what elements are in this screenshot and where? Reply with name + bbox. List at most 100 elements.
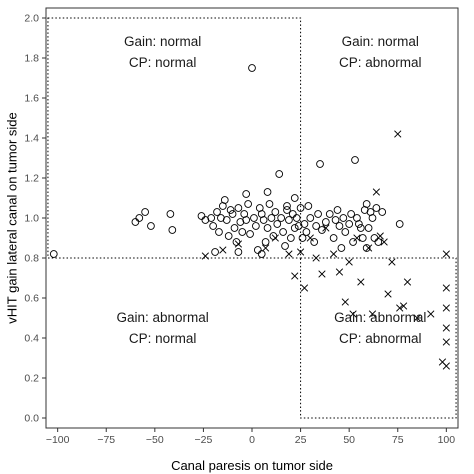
circle-point <box>226 206 235 214</box>
cross-point <box>442 338 450 346</box>
cross-point <box>261 244 270 252</box>
x-tick-label: 25 <box>295 434 307 446</box>
circle-point <box>135 214 144 222</box>
annotation-line: Gain: normal <box>342 34 419 49</box>
y-tick-label: 0.2 <box>24 373 39 385</box>
y-tick-label: 1.2 <box>24 173 39 185</box>
annotation-line: CP: normal <box>129 331 197 346</box>
circle-point <box>339 214 348 222</box>
circle-point <box>234 248 243 256</box>
circle-point <box>259 216 268 224</box>
cross-point <box>403 278 412 286</box>
cross-point <box>271 234 279 242</box>
quadrant-annotations: Gain: normal CP: normal Gain: normal CP: ab… <box>116 34 426 346</box>
circle-point <box>257 250 266 258</box>
y-tick-label: 1.6 <box>24 93 39 105</box>
circle-point <box>197 212 206 220</box>
circle-point <box>351 156 359 164</box>
circle-point <box>372 204 381 212</box>
cross-point <box>357 278 365 286</box>
cross-point <box>329 250 338 258</box>
cross-point <box>388 258 396 266</box>
circle-point <box>310 238 319 246</box>
circle-point <box>244 200 252 208</box>
x-tick-label: 100 <box>438 434 456 446</box>
circle-point <box>224 232 233 240</box>
cross-point <box>318 270 326 278</box>
cross-point <box>300 284 309 292</box>
cross-point <box>442 304 450 312</box>
y-tick-label: 0.8 <box>24 253 39 265</box>
cross-point <box>396 304 404 312</box>
plot-frame <box>45 7 459 429</box>
cross-point <box>394 130 402 138</box>
x-tick-label: −75 <box>97 434 115 446</box>
cross-point <box>413 314 421 322</box>
circle-point <box>242 190 251 198</box>
circle-point <box>395 220 404 228</box>
circle-point <box>131 218 140 226</box>
circle-point <box>304 202 313 210</box>
circle-point <box>335 222 344 230</box>
circle-point <box>147 222 155 230</box>
circle-point <box>49 250 58 258</box>
circle-point <box>288 210 297 218</box>
circle-point <box>265 200 274 208</box>
dotted-region <box>300 257 457 419</box>
annotation-line: CP: abnormal <box>339 331 422 346</box>
cross-point <box>376 232 384 240</box>
circle-point <box>285 216 293 224</box>
x-tick-label: 0 <box>249 434 255 446</box>
cross-point <box>364 244 373 252</box>
y-tick-label: 0.0 <box>24 413 39 425</box>
cross-point <box>380 238 388 246</box>
cross-point <box>442 362 450 370</box>
cross-point <box>234 240 243 248</box>
cross-point <box>291 272 299 280</box>
circle-point <box>246 230 254 238</box>
cross-point <box>384 290 392 298</box>
circle-point <box>356 224 365 232</box>
cross-point <box>345 258 353 266</box>
circle-point <box>337 244 346 252</box>
circle-point <box>281 242 289 250</box>
circle-point <box>215 228 223 236</box>
cross-point <box>372 188 381 196</box>
circle-point <box>378 208 387 216</box>
circle-point <box>253 246 262 254</box>
circle-point <box>362 200 371 208</box>
annotation-line: CP: normal <box>129 55 197 70</box>
x-axis: −100 −75 −50 −25 0 25 50 75 100 <box>46 428 455 446</box>
circle-point <box>250 214 258 222</box>
circle-point <box>321 218 330 226</box>
circle-point <box>347 210 355 218</box>
circle-point <box>331 216 340 224</box>
circle-point <box>166 210 175 218</box>
circle-point <box>302 228 311 236</box>
circle-point <box>228 210 237 218</box>
circle-point <box>287 234 295 242</box>
y-tick-label: 1.0 <box>24 213 39 225</box>
circle-point <box>273 220 282 228</box>
annotation-line: CP: abnormal <box>339 55 422 70</box>
x-axis-title: Canal paresis on tumor side <box>171 458 333 473</box>
circle-point <box>234 204 243 212</box>
x-tick-label: −50 <box>146 434 164 446</box>
circle-point <box>362 244 371 252</box>
x-tick-label: 50 <box>343 434 355 446</box>
circle-point <box>220 196 229 204</box>
circle-point <box>306 214 315 222</box>
circle-point <box>283 206 291 214</box>
cross-point <box>399 302 408 310</box>
circle-point <box>312 222 320 230</box>
circle-point <box>333 206 342 214</box>
cross-point <box>306 234 314 242</box>
y-tick-label: 0.6 <box>24 293 39 305</box>
circle-point <box>238 228 247 236</box>
cross-point <box>322 224 330 232</box>
circle-point <box>349 238 357 246</box>
cross-point <box>312 254 320 262</box>
circle-point <box>248 64 256 72</box>
cross-point <box>285 250 293 258</box>
cross-point <box>341 298 349 306</box>
